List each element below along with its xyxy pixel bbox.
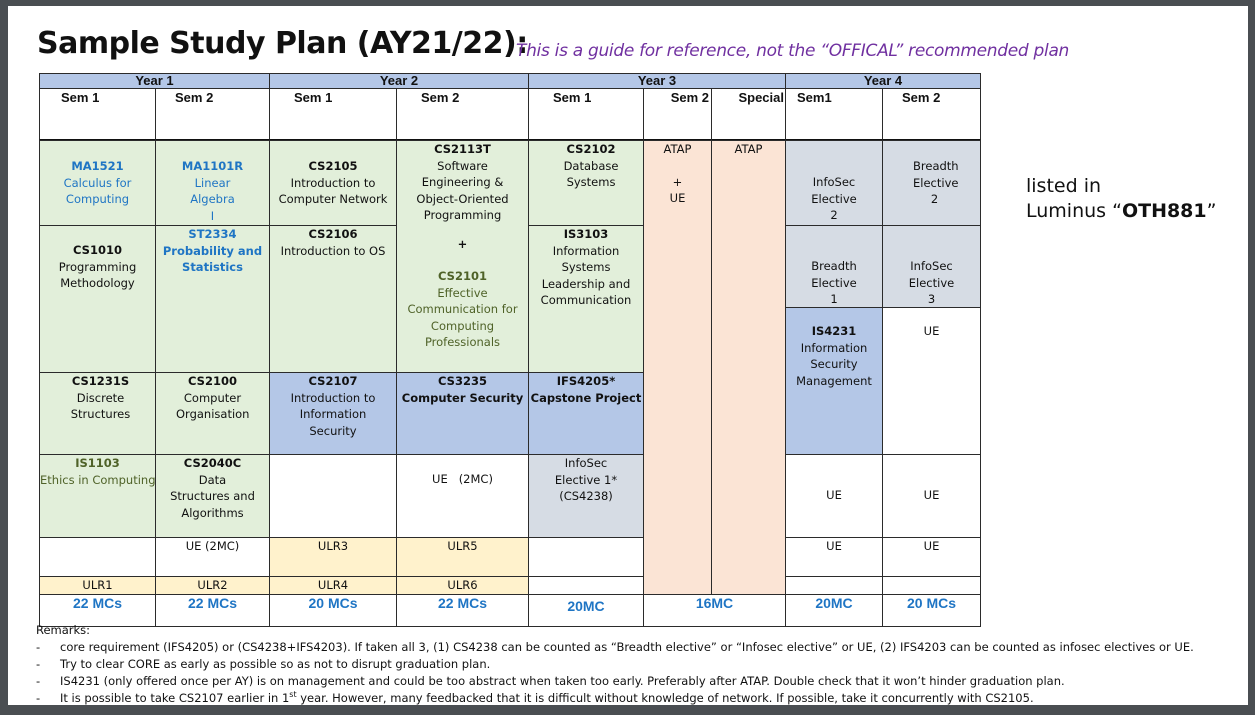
sem-header-y4s2: Sem 2 [882, 88, 981, 141]
remark-item: core requirement (IFS4205) or (CS4238+IF… [36, 639, 1194, 656]
module-cell-breadth-elective-1: Breadth Elective 1 [785, 225, 883, 308]
module-cell-y1s2-ue-2mc: UE (2MC) [155, 537, 270, 577]
sem-header-y1s2: Sem 2 [155, 88, 270, 141]
module-cell-cs1010: CS1010 Programming Methodology [39, 225, 156, 373]
total-mc-y3s1: 20MC [528, 594, 644, 627]
sem-header-y4s1: Sem1 [785, 88, 883, 141]
sem-header-y3s1: Sem 1 [528, 88, 644, 141]
module-cell-cs2105: CS2105 Introduction to Computer Network [269, 140, 397, 226]
module-cell-atap-ue: ATAP + UE [643, 140, 712, 595]
module-cell-cs2107: CS2107 Introduction to Information Secur… [269, 372, 397, 455]
empty-cell-y2s1-d [269, 454, 397, 538]
sem-header-y1s1: Sem 1 [39, 88, 156, 141]
module-cell-infosec-elective-3: InfoSec Elective 3 [882, 225, 981, 308]
luminus-note: listed in Luminus “OTH881” [1026, 174, 1216, 224]
remark-item: It is possible to take CS2107 earlier in… [36, 690, 1194, 705]
module-cell-ulr1: ULR1 [39, 576, 156, 595]
year-header-3: Year 3 [528, 73, 786, 89]
module-cell-ifs4205: IFS4205* Capstone Project [528, 372, 644, 455]
sem-header-y3-special: Special [711, 88, 786, 141]
module-cell-ulr3: ULR3 [269, 537, 397, 577]
study-plan-table: Year 1 Year 2 Year 3 Year 4 Sem 1 Sem 2 … [8, 6, 1248, 705]
module-cell-breadth-elective-2: Breadth Elective 2 [882, 140, 981, 226]
empty-cell-y1s1-e [39, 537, 156, 577]
module-cell-infosec-elective-1: InfoSec Elective 1* (CS4238) [528, 454, 644, 538]
total-mc-y1s1: 22 MCs [39, 594, 156, 627]
module-cell-cs2100: CS2100 Computer Organisation [155, 372, 270, 455]
luminus-note-line2: Luminus “OTH881” [1026, 200, 1217, 222]
remark-item: Try to clear CORE as early as possible s… [36, 656, 1194, 673]
module-cell-ma1101r: MA1101R Linear Algebra I [155, 140, 270, 226]
remarks-header: Remarks: [36, 623, 91, 637]
remark-item: IS4231 (only offered once per AY) is on … [36, 673, 1194, 690]
module-cell-ma1521: MA1521 Calculus for Computing [39, 140, 156, 226]
module-cell-y4s1-ue-3: UE [785, 537, 883, 577]
sem-header-y2s2: Sem 2 [396, 88, 529, 141]
module-cell-y4s2-ue-3: UE [882, 537, 981, 577]
module-cell-is1103: IS1103 Ethics in Computing [39, 454, 156, 538]
sem-header-y2s1: Sem 1 [269, 88, 397, 141]
year-header-2: Year 2 [269, 73, 529, 89]
total-mc-y1s2: 22 MCs [155, 594, 270, 627]
empty-cell-y3s1-e [528, 537, 644, 577]
total-mc-y2s1: 20 MCs [269, 594, 397, 627]
module-cell-cs2106: CS2106 Introduction to OS [269, 225, 397, 373]
module-cell-y4s1-ue-2: UE [785, 454, 883, 538]
page-title: Sample Study Plan (AY21/22): [37, 26, 528, 61]
total-mc-y3s2-special: 16MC [643, 594, 786, 627]
module-cell-y4s2-ue-1: UE [882, 307, 981, 455]
module-cell-ulr2: ULR2 [155, 576, 270, 595]
page-subtitle: This is a guide for reference, not the “… [516, 41, 1070, 61]
module-cell-st2334: ST2334 Probability and Statistics [155, 225, 270, 373]
empty-cell-y4s2-f [882, 576, 981, 595]
module-cell-ulr4: ULR4 [269, 576, 397, 595]
module-cell-cs2113t-cs2101: CS2113T Software Engineering & Object-Or… [396, 140, 529, 373]
module-cell-cs2102: CS2102 Database Systems [528, 140, 644, 226]
empty-cell-y4s1-f [785, 576, 883, 595]
document-page: Sample Study Plan (AY21/22): This is a g… [8, 6, 1248, 705]
year-header-4: Year 4 [785, 73, 981, 89]
total-mc-y2s2: 22 MCs [396, 594, 529, 627]
module-cell-is4231: IS4231 Information Security Management [785, 307, 883, 455]
year-header-1: Year 1 [39, 73, 270, 89]
module-cell-y4s2-ue-2: UE [882, 454, 981, 538]
sem-header-y3s2: Sem 2 [643, 88, 712, 141]
module-cell-ulr6: ULR6 [396, 576, 529, 595]
module-cell-ulr5: ULR5 [396, 537, 529, 577]
luminus-code: OTH881 [1121, 200, 1207, 222]
module-cell-y2s2-ue-2mc: UE (2MC) [396, 454, 529, 538]
luminus-note-line1: listed in [1026, 175, 1102, 197]
empty-cell-y3s1-f [528, 576, 644, 595]
module-cell-cs1231s: CS1231S Discrete Structures [39, 372, 156, 455]
module-cell-cs2040c: CS2040C Data Structures and Algorithms [155, 454, 270, 538]
module-cell-infosec-elective-2: InfoSec Elective 2 [785, 140, 883, 226]
remarks-list: core requirement (IFS4205) or (CS4238+IF… [36, 639, 1194, 705]
total-mc-y4s2: 20 MCs [882, 594, 981, 627]
module-cell-is3103: IS3103 Information Systems Leadership an… [528, 225, 644, 373]
module-cell-atap-special: ATAP [711, 140, 786, 595]
module-cell-cs3235: CS3235 Computer Security [396, 372, 529, 455]
total-mc-y4s1: 20MC [785, 594, 883, 627]
remarks-section: Remarks: core requirement (IFS4205) or (… [36, 622, 1194, 705]
